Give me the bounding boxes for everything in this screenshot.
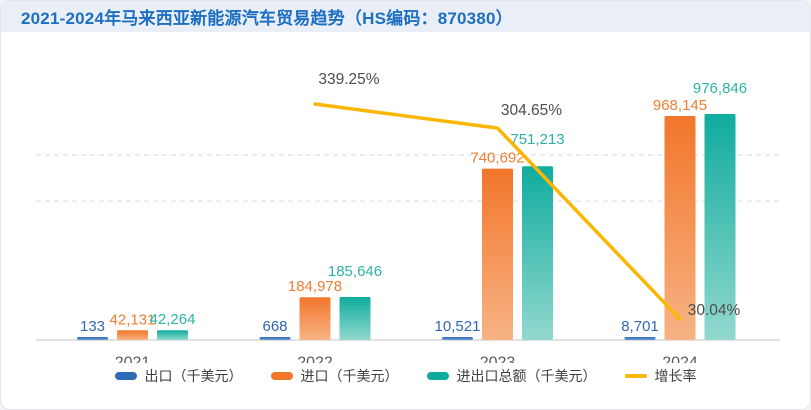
value-label: 976,846 bbox=[693, 80, 747, 97]
value-label: 133 bbox=[80, 318, 105, 335]
x-tick-label: 2021 bbox=[115, 354, 151, 363]
value-label: 42,264 bbox=[150, 311, 196, 328]
bar-出口（千美元）-2022[interactable] bbox=[259, 337, 291, 340]
legend-line-swatch bbox=[624, 374, 647, 378]
x-tick-label: 2022 bbox=[297, 354, 333, 363]
value-label: 8,701 bbox=[621, 318, 659, 335]
bar-进出口总额（千美元）-2021[interactable] bbox=[157, 330, 188, 340]
value-label: 751,213 bbox=[510, 131, 564, 148]
chart-title-band: 2021-2024年马来西亚新能源汽车贸易趋势（HS编码：870380） bbox=[1, 1, 810, 32]
bar-出口（千美元）-2021[interactable] bbox=[77, 337, 108, 340]
bar-进出口总额（千美元）-2024[interactable] bbox=[704, 114, 736, 340]
value-label: 968,145 bbox=[653, 97, 707, 114]
value-label: 42,131 bbox=[110, 311, 156, 328]
legend-bar-swatch bbox=[270, 372, 293, 380]
value-label: 185,646 bbox=[328, 263, 382, 280]
legend-item-进出口总额（千美元）[interactable]: 进出口总额（千美元） bbox=[426, 366, 597, 386]
chart-legend: 出口（千美元） 进口（千美元） 进出口总额（千美元） 增长率 bbox=[1, 363, 810, 389]
legend-label: 进出口总额（千美元） bbox=[456, 368, 597, 384]
bar-进出口总额（千美元）-2022[interactable] bbox=[339, 297, 371, 340]
growth-rate-line[interactable] bbox=[313, 102, 682, 321]
legend-item-出口（千美元）[interactable]: 出口（千美元） bbox=[114, 366, 243, 386]
legend-item-进口（千美元）[interactable]: 进口（千美元） bbox=[270, 366, 399, 386]
legend-item-增长率[interactable]: 增长率 bbox=[624, 366, 697, 386]
bar-进口（千美元）-2021[interactable] bbox=[117, 330, 148, 340]
bar-进口（千美元）-2024[interactable] bbox=[664, 116, 696, 340]
chart-title: 2021-2024年马来西亚新能源汽车贸易趋势（HS编码：870380） bbox=[21, 9, 513, 28]
bar-出口（千美元）-2023[interactable] bbox=[442, 337, 473, 340]
legend-bar-swatch bbox=[426, 372, 449, 380]
growth-rate-label: 30.04% bbox=[688, 302, 741, 319]
x-tick-label: 2023 bbox=[480, 354, 516, 363]
growth-rate-label: 339.25% bbox=[318, 71, 379, 88]
value-label: 668 bbox=[262, 318, 287, 335]
x-tick-label: 2024 bbox=[662, 354, 698, 363]
value-label: 10,521 bbox=[435, 318, 481, 335]
bar-进口（千美元）-2022[interactable] bbox=[299, 297, 331, 340]
bar-出口（千美元）-2024[interactable] bbox=[624, 337, 656, 340]
legend-label: 增长率 bbox=[654, 368, 697, 384]
value-label: 740,692 bbox=[470, 150, 524, 167]
growth-rate-label: 304.65% bbox=[501, 102, 562, 119]
legend-label: 进口（千美元） bbox=[300, 368, 399, 384]
bar-进口（千美元）-2023[interactable] bbox=[482, 168, 513, 340]
legend-label: 出口（千美元） bbox=[144, 368, 243, 384]
value-label: 184,978 bbox=[288, 278, 342, 295]
legend-bar-swatch bbox=[114, 372, 137, 380]
bar-进出口总额（千美元）-2023[interactable] bbox=[522, 166, 553, 340]
